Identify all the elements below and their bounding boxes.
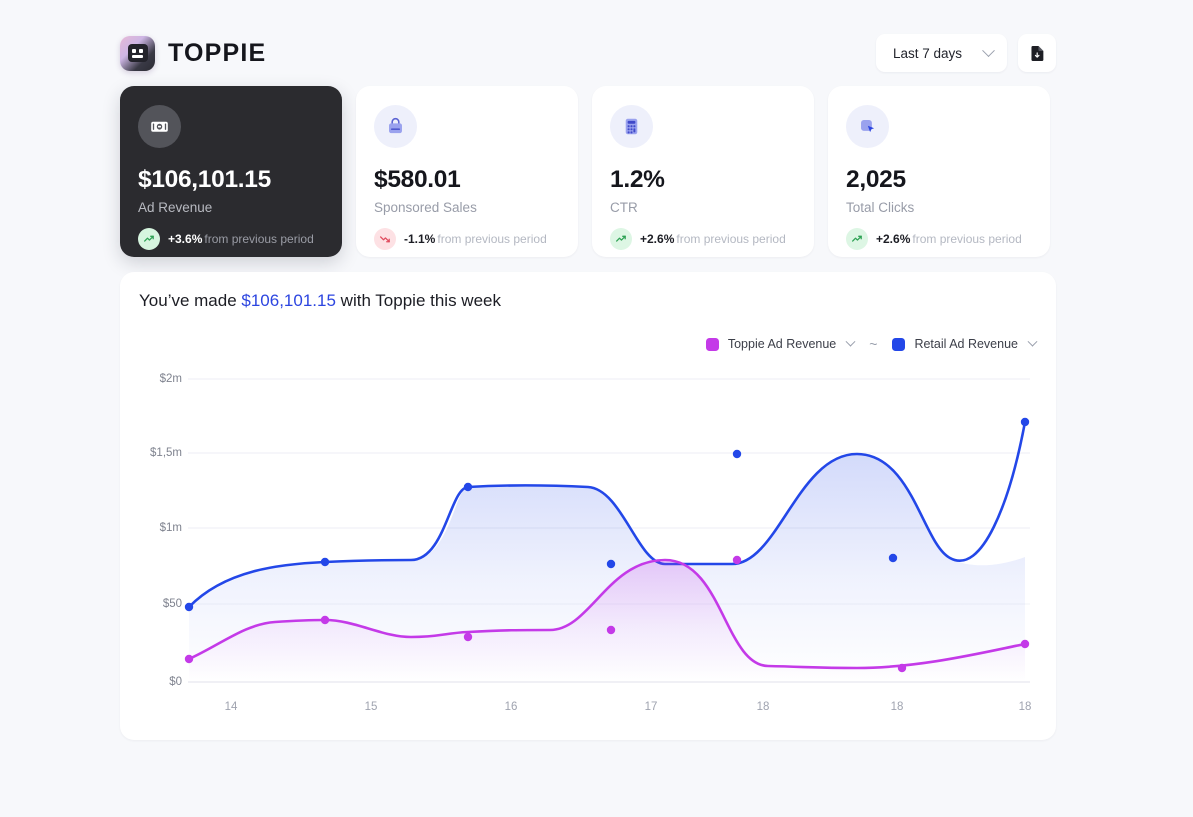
chart-legend: Toppie Ad Revenue ~ Retail Ad Revenue (704, 334, 1038, 354)
chart-plot-area: $2m $1,5m $1m $50 $0 14 15 16 17 18 18 1… (120, 272, 1056, 740)
chevron-down-icon (982, 43, 995, 57)
series-points-toppie (184, 555, 1030, 673)
kpi-card-total-clicks[interactable]: 2,025 Total Clicks +2.6% from previous pe… (828, 86, 1050, 257)
kpi-card-sponsored-sales[interactable]: $580.01 Sponsored Sales -1.1% from previo… (356, 86, 578, 257)
kpi-card-row: $106,101.15 Ad Revenue +3.6% from previou… (120, 86, 1056, 257)
chart-title-amount: $106,101.15 (241, 291, 336, 310)
legend-label-retail: Retail Ad Revenue (914, 337, 1018, 351)
x-tick-label-3: 17 (644, 701, 658, 713)
chart-title: You’ve made $106,101.15 with Toppie this… (139, 291, 501, 311)
chart-title-prefix: You’ve made (139, 291, 242, 310)
kpi-trend-text: +2.6% from previous period (640, 232, 786, 246)
kpi-trend: +2.6% from previous period (610, 227, 796, 250)
series-line-toppie (187, 558, 1027, 670)
calculator-icon (610, 105, 653, 148)
trend-up-icon (138, 227, 160, 250)
shopping-bag-icon (374, 105, 417, 148)
y-tick-label-2: $1m (159, 522, 182, 534)
series-area-retail (189, 454, 1025, 682)
file-download-icon (1030, 45, 1043, 61)
trend-up-icon (846, 227, 868, 250)
kpi-trend: +2.6% from previous period (846, 227, 1032, 250)
kpi-trend-rest: from previous period (912, 231, 1022, 246)
kpi-value: $580.01 (374, 166, 461, 193)
x-tick-label-6: 18 (1018, 701, 1032, 713)
brand: TOPPIE (120, 35, 267, 71)
kpi-value: $106,101.15 (138, 166, 271, 193)
export-button[interactable] (1018, 34, 1056, 72)
kpi-trend-rest: from previous period (676, 231, 786, 246)
kpi-card-ad-revenue[interactable]: $106,101.15 Ad Revenue +3.6% from previou… (120, 86, 342, 257)
kpi-label: CTR (610, 199, 638, 215)
kpi-trend-pct: +2.6% (876, 231, 911, 246)
app-header: TOPPIE Last 7 days (120, 28, 1056, 78)
y-tick-label-3: $1,5m (150, 447, 182, 459)
kpi-trend-pct: +2.6% (640, 231, 675, 246)
legend-label-toppie: Toppie Ad Revenue (727, 337, 837, 351)
kpi-trend-text: +3.6% from previous period (168, 232, 314, 246)
legend-swatch-toppie (705, 337, 719, 351)
kpi-trend: -1.1% from previous period (374, 227, 560, 250)
y-tick-label-0: $0 (169, 676, 182, 688)
date-range-select[interactable]: Last 7 days (875, 34, 1007, 72)
robot-face-icon (120, 35, 155, 71)
trend-up-icon (610, 227, 632, 250)
x-tick-label-2: 16 (504, 701, 518, 713)
kpi-trend-rest: from previous period (204, 231, 314, 246)
x-tick-label-5: 18 (890, 701, 904, 713)
x-tick-label-0: 14 (224, 701, 238, 713)
y-tick-label-4: $2m (159, 373, 182, 385)
kpi-trend-text: -1.1% from previous period (404, 232, 547, 246)
y-tick-label-1: $50 (162, 598, 182, 610)
revenue-chart-panel: You’ve made $106,101.15 with Toppie this… (120, 272, 1056, 740)
cursor-click-icon (846, 105, 889, 148)
date-range-label: Last 7 days (892, 45, 962, 61)
series-area-toppie (189, 560, 1025, 682)
banknote-icon (138, 105, 181, 148)
kpi-trend-pct: -1.1% (404, 231, 436, 246)
trend-down-icon (374, 227, 396, 250)
kpi-trend-pct: +3.6% (168, 231, 203, 246)
header-actions: Last 7 days (875, 34, 1056, 72)
kpi-label: Sponsored Sales (374, 199, 477, 215)
series-line-retail-curve (187, 420, 1027, 609)
legend-swatch-retail (892, 337, 906, 351)
brand-name: TOPPIE (168, 38, 267, 67)
chart-title-suffix: with Toppie this week (335, 291, 501, 310)
kpi-value: 1.2% (610, 166, 665, 193)
kpi-trend-text: +2.6% from previous period (876, 232, 1022, 246)
chart-svg (184, 378, 1030, 683)
x-tick-label-1: 15 (364, 701, 378, 713)
series-points-retail (184, 417, 1030, 612)
kpi-trend: +3.6% from previous period (138, 227, 324, 250)
legend-item-toppie-ad-revenue[interactable]: Toppie Ad Revenue (704, 334, 856, 354)
kpi-value: 2,025 (846, 166, 906, 193)
kpi-trend-rest: from previous period (437, 231, 547, 246)
legend-separator: ~ (869, 336, 878, 352)
x-tick-label-4: 18 (756, 701, 770, 713)
kpi-label: Total Clicks (846, 199, 915, 215)
kpi-label: Ad Revenue (138, 199, 213, 215)
kpi-card-ctr[interactable]: 1.2% CTR +2.6% from previous period (592, 86, 814, 257)
legend-item-retail-ad-revenue[interactable]: Retail Ad Revenue (890, 334, 1038, 354)
